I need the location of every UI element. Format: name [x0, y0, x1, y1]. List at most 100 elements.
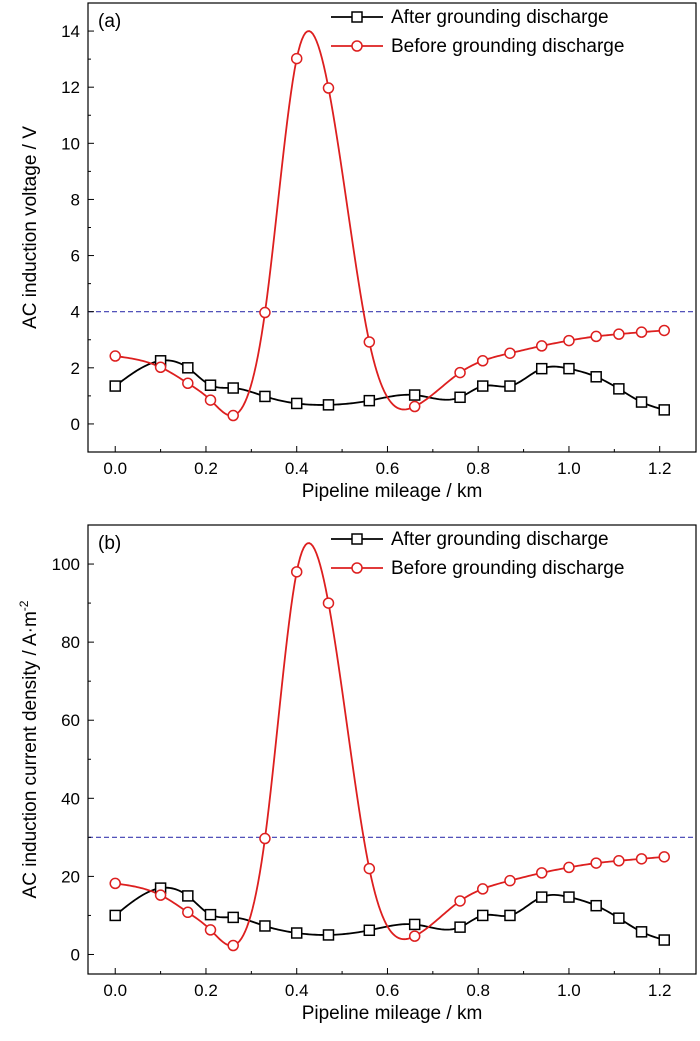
data-point-before-discharge — [154, 889, 167, 901]
y-tick-label: 80 — [61, 633, 80, 652]
data-point-after-discharge — [454, 391, 466, 404]
x-tick-label: 0.2 — [194, 459, 218, 478]
data-point-before-discharge — [227, 939, 239, 952]
legend-label: Before grounding discharge — [391, 558, 624, 579]
y-tick-label: 8 — [71, 190, 80, 209]
data-point-before-discharge — [590, 330, 602, 343]
y-tick-label: 100 — [52, 555, 80, 574]
y-axis-title-text: AC induction voltage / V — [20, 126, 41, 329]
data-point-before-discharge — [363, 336, 376, 348]
legend-label: After grounding discharge — [391, 529, 609, 550]
data-point-before-discharge — [454, 895, 466, 907]
data-point-after-discharge — [504, 380, 516, 392]
x-tick-label: 0.0 — [103, 459, 127, 478]
data-point-after-discharge — [204, 908, 217, 921]
legend-circle-marker — [351, 562, 363, 574]
data-point-before-discharge — [363, 862, 376, 875]
series-line-before — [115, 542, 665, 947]
data-point-after-discharge — [259, 920, 271, 932]
data-point-before-discharge — [290, 52, 303, 65]
y-tick-label: 4 — [71, 303, 80, 322]
legend-label: Before grounding discharge — [391, 36, 624, 57]
data-point-after-discharge — [590, 899, 602, 912]
data-point-after-discharge — [476, 380, 489, 392]
series-line-after — [114, 886, 665, 941]
data-point-before-discharge — [613, 855, 625, 867]
data-point-before-discharge — [454, 366, 466, 379]
y-tick-label: 40 — [61, 789, 80, 808]
data-point-after-discharge — [227, 382, 239, 394]
x-tick-label: 0.8 — [466, 459, 490, 478]
series-line-before — [115, 30, 665, 417]
data-point-before-discharge — [658, 324, 670, 337]
data-point-after-discharge — [635, 926, 648, 938]
data-point-after-discharge — [182, 890, 194, 902]
data-point-before-discharge — [658, 851, 670, 863]
x-tick-label: 0.0 — [103, 981, 127, 1000]
data-point-before-discharge — [504, 347, 516, 359]
data-point-before-discharge — [535, 340, 548, 352]
data-point-after-discharge — [322, 399, 335, 411]
y-tick-label: 12 — [61, 78, 80, 97]
data-point-after-discharge — [259, 390, 271, 403]
data-point-after-discharge — [363, 924, 376, 937]
data-point-before-discharge — [408, 400, 421, 413]
y-axis-title-superscript: -2 — [17, 600, 31, 611]
data-point-before-discharge — [476, 355, 489, 367]
data-point-before-discharge — [563, 334, 575, 347]
data-point-before-discharge — [290, 566, 303, 578]
y-tick-label: 20 — [61, 867, 80, 886]
x-tick-label: 0.6 — [376, 981, 400, 1000]
data-point-before-discharge — [408, 930, 421, 942]
data-point-before-discharge — [182, 906, 194, 919]
x-tick-label: 1.0 — [557, 459, 581, 478]
x-tick-label: 1.2 — [648, 459, 672, 478]
x-axis-title: Pipeline mileage / km — [302, 1003, 483, 1024]
y-axis-title: AC induction current density / A·m-2 — [17, 600, 41, 898]
data-point-after-discharge — [590, 371, 602, 383]
data-point-before-discharge — [154, 361, 167, 374]
data-point-after-discharge — [613, 912, 625, 924]
data-point-after-discharge — [204, 379, 217, 391]
data-point-before-discharge — [259, 832, 271, 845]
data-point-before-discharge — [563, 861, 575, 874]
data-point-before-discharge — [227, 409, 239, 422]
data-point-after-discharge — [109, 909, 121, 922]
data-point-before-discharge — [613, 328, 625, 340]
legend-circle-marker — [351, 40, 363, 52]
data-point-after-discharge — [476, 909, 489, 922]
panel-b-current-density-chart: 0.0 0.2 0.4 0.6 0.8 1.0 1.2 0 20 40 60 80 100 Pipelin… — [17, 524, 697, 1024]
x-tick-label: 0.8 — [466, 981, 490, 1000]
data-point-after-discharge — [109, 380, 121, 392]
data-point-before-discharge — [635, 326, 648, 338]
data-point-after-discharge — [613, 383, 625, 395]
y-tick-label: 60 — [61, 711, 80, 730]
panel-label: (a) — [98, 11, 121, 32]
x-axis-title: Pipeline mileage / km — [302, 481, 483, 502]
data-point-after-discharge — [658, 404, 670, 416]
y-tick-label: 2 — [71, 359, 80, 378]
x-tick-label: 0.4 — [285, 459, 309, 478]
y-axis-title: AC induction voltage / V — [20, 126, 41, 329]
data-point-after-discharge — [408, 389, 421, 401]
plot-frame — [87, 2, 697, 453]
data-point-before-discharge — [109, 877, 121, 890]
data-point-after-discharge — [635, 396, 648, 408]
y-tick-label: 0 — [71, 415, 80, 434]
data-point-after-discharge — [408, 918, 421, 931]
panel-label: (b) — [98, 533, 121, 554]
y-tick-label: 0 — [71, 945, 80, 964]
data-point-after-discharge — [563, 362, 575, 375]
series-line-after — [114, 359, 665, 411]
data-point-before-discharge — [322, 597, 335, 609]
x-tick-label: 0.6 — [376, 459, 400, 478]
data-point-after-discharge — [182, 362, 194, 374]
data-point-after-discharge — [658, 934, 670, 946]
panel-a-voltage-chart: 0.0 0.2 0.4 0.6 0.8 1.0 1.2 0 2 4 6 8 10 12 14 Pipeline… — [20, 2, 697, 502]
y-tick-label: 10 — [61, 134, 80, 153]
plot-frame — [87, 524, 697, 975]
data-point-before-discharge — [259, 306, 271, 319]
legend-square-marker — [351, 533, 363, 545]
y-axis-title-text: AC induction current density / A·m — [20, 611, 41, 898]
